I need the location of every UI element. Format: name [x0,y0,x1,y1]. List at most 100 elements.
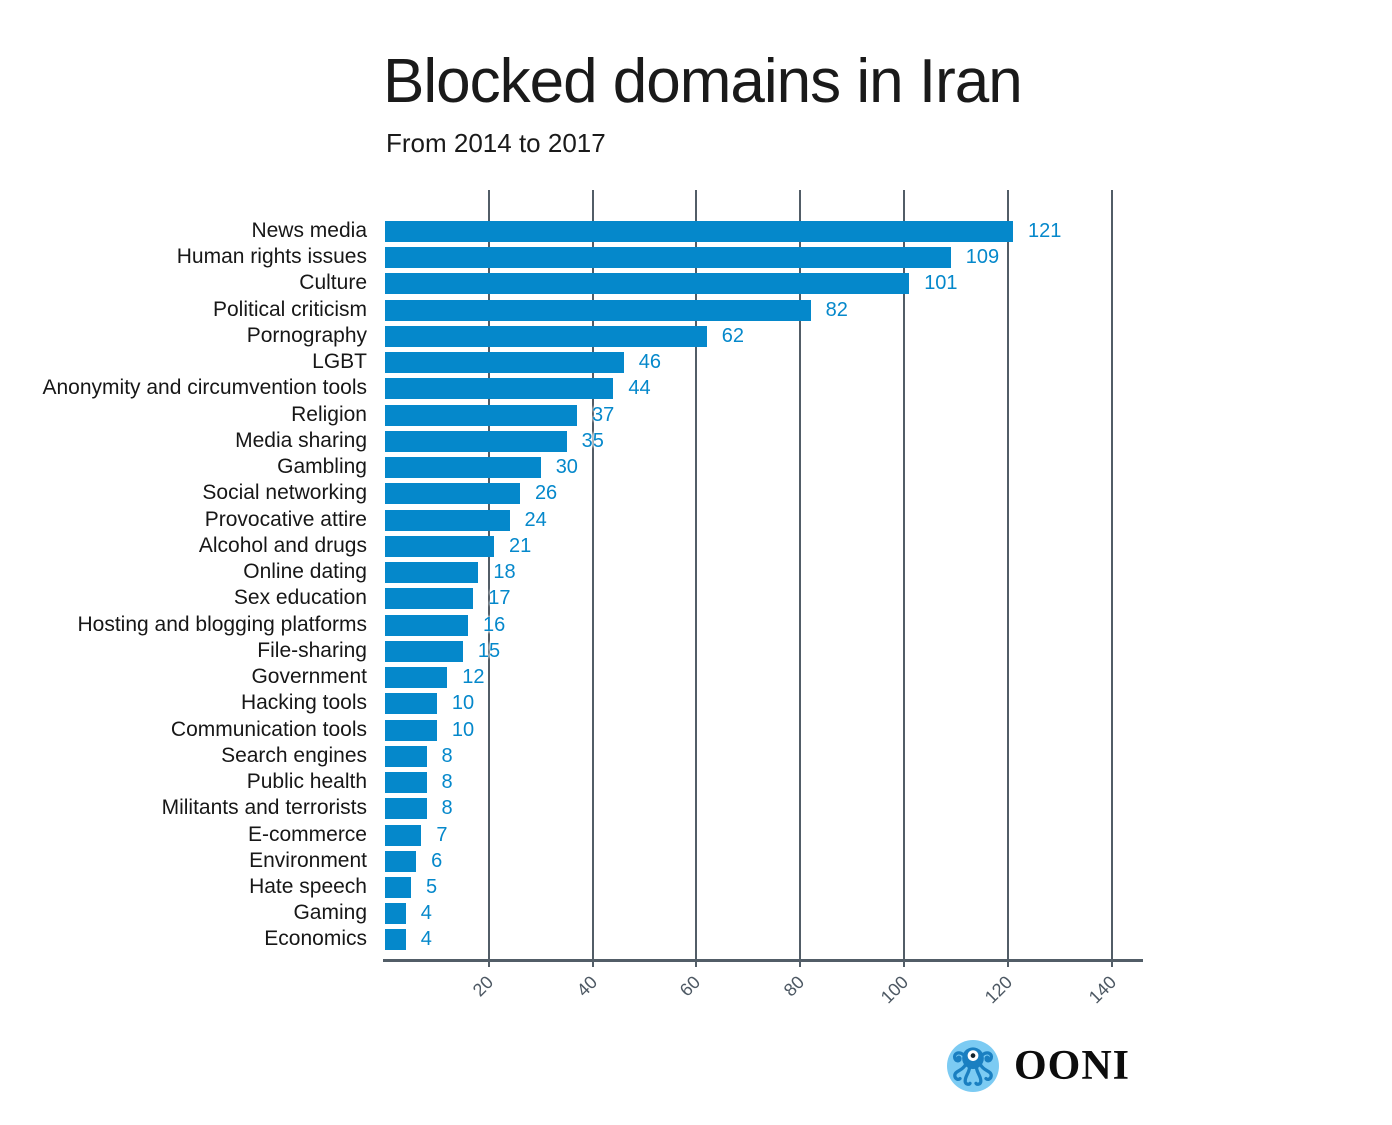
value-label: 5 [425,876,438,898]
value-label: 10 [451,718,475,741]
gridline [487,190,490,967]
bar [385,588,474,610]
x-tick-label: 60 [670,972,704,1000]
category-label: Social networking [202,481,367,505]
x-axis-line [383,959,1143,962]
x-tick-label: 20 [463,972,497,1000]
value-label: 7 [436,823,448,846]
bar [385,457,541,479]
category-label: Pornography [246,323,367,347]
gridline [591,190,594,967]
category-label: Media sharing [235,428,367,452]
chart-title: Blocked domains in Iran [383,47,1023,116]
value-label: 21 [508,534,532,557]
value-label: 10 [451,692,475,715]
category-label: Gaming [293,901,367,925]
category-label: News media [251,219,367,242]
category-label: Hosting and blogging platforms [77,612,367,636]
x-tick-label-text: 20 [468,972,497,1001]
category-label: Alcohol and drugs [198,533,367,557]
x-tick-label-text: 40 [572,972,601,1001]
category-label: Anonymity and circumvention tools [42,376,368,400]
value-label: 18 [493,561,516,584]
value-label: 37 [592,403,615,426]
category-label: E-commerce [247,822,367,846]
bar [385,221,1013,242]
bar [385,430,567,452]
category-label: Gambling [277,455,367,479]
category-label: Religion [291,402,367,426]
bar [385,877,411,898]
value-label: 12 [462,666,485,689]
value-label: 4 [420,902,432,925]
category-label: Militants and terrorists [161,796,367,820]
value-label: 6 [431,849,443,872]
value-label: 62 [721,324,745,347]
x-tick-label-text: 60 [676,972,705,1001]
x-tick-label-text: 80 [780,972,809,1001]
bar [385,535,494,557]
x-tick-label-text: 140 [1084,972,1120,1008]
category-label: Hacking tools [240,691,367,715]
value-label: 82 [825,298,848,321]
bar [385,850,417,872]
bar [385,352,624,374]
value-label: 15 [477,639,501,662]
bar [385,719,437,741]
category-label: Sex education [233,586,367,610]
bar [385,378,614,400]
bar [385,745,427,767]
bar [385,640,463,662]
category-label: Culture [299,271,367,295]
category-label: File-sharing [257,638,367,662]
category-label: Online dating [243,560,367,584]
value-label: 30 [555,456,578,479]
bar [385,404,578,426]
value-label: 17 [488,587,511,610]
value-label: 44 [628,377,651,400]
bar [385,299,811,321]
category-label: Public health [246,770,367,794]
x-tick-label-text: 100 [876,972,913,1008]
value-label: 101 [924,272,958,295]
chart-subtitle: From 2014 to 2017 [386,128,606,158]
gridline [1006,190,1009,967]
gridline [1110,190,1113,967]
bar [385,562,479,584]
x-tick-label: 40 [567,972,600,1000]
bar [385,772,427,794]
bar [385,929,406,951]
bar [385,273,910,295]
bar [385,903,406,925]
value-label: 46 [638,351,661,374]
ooni-logo: OONI [947,1040,1130,1092]
value-label: 26 [534,482,558,505]
gridline [695,190,698,967]
category-label: Search engines [221,743,367,767]
value-label: 16 [483,613,506,636]
category-label: Communication tools [170,717,367,741]
category-axis-labels: News media Human rights issues Culture Poli… [0,190,368,980]
logo-text: OONI [1014,1043,1131,1089]
bar [385,247,951,269]
bar [385,667,448,689]
bar [385,693,437,715]
bar [385,483,520,505]
bar [385,614,469,636]
category-label: LGBT [312,350,367,374]
gridline [799,190,802,967]
category-label: Human rights issues [176,245,367,269]
value-label: 35 [581,429,604,452]
value-label: 121 [1027,220,1062,242]
category-label: Economics [264,927,367,951]
value-label: 4 [420,928,432,951]
octopus-icon [947,1040,999,1092]
x-tick-label-text: 120 [980,972,1016,1008]
bar [385,824,422,846]
plot-area: 121 109 101 82 62 46 44 37 35 30 26 24 21 18 17 16 15 12 1… [383,190,1145,1060]
x-tick-label: 140 [1076,972,1119,1007]
value-label: 109 [965,246,1000,269]
bar [385,325,707,347]
gridline [903,190,905,967]
